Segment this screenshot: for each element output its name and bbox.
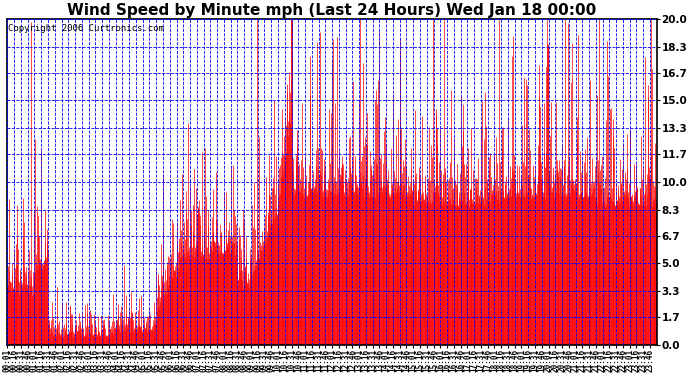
Text: Copyright 2006 Curtronics.com: Copyright 2006 Curtronics.com: [8, 24, 164, 33]
Title: Wind Speed by Minute mph (Last 24 Hours) Wed Jan 18 00:00: Wind Speed by Minute mph (Last 24 Hours)…: [67, 3, 596, 18]
